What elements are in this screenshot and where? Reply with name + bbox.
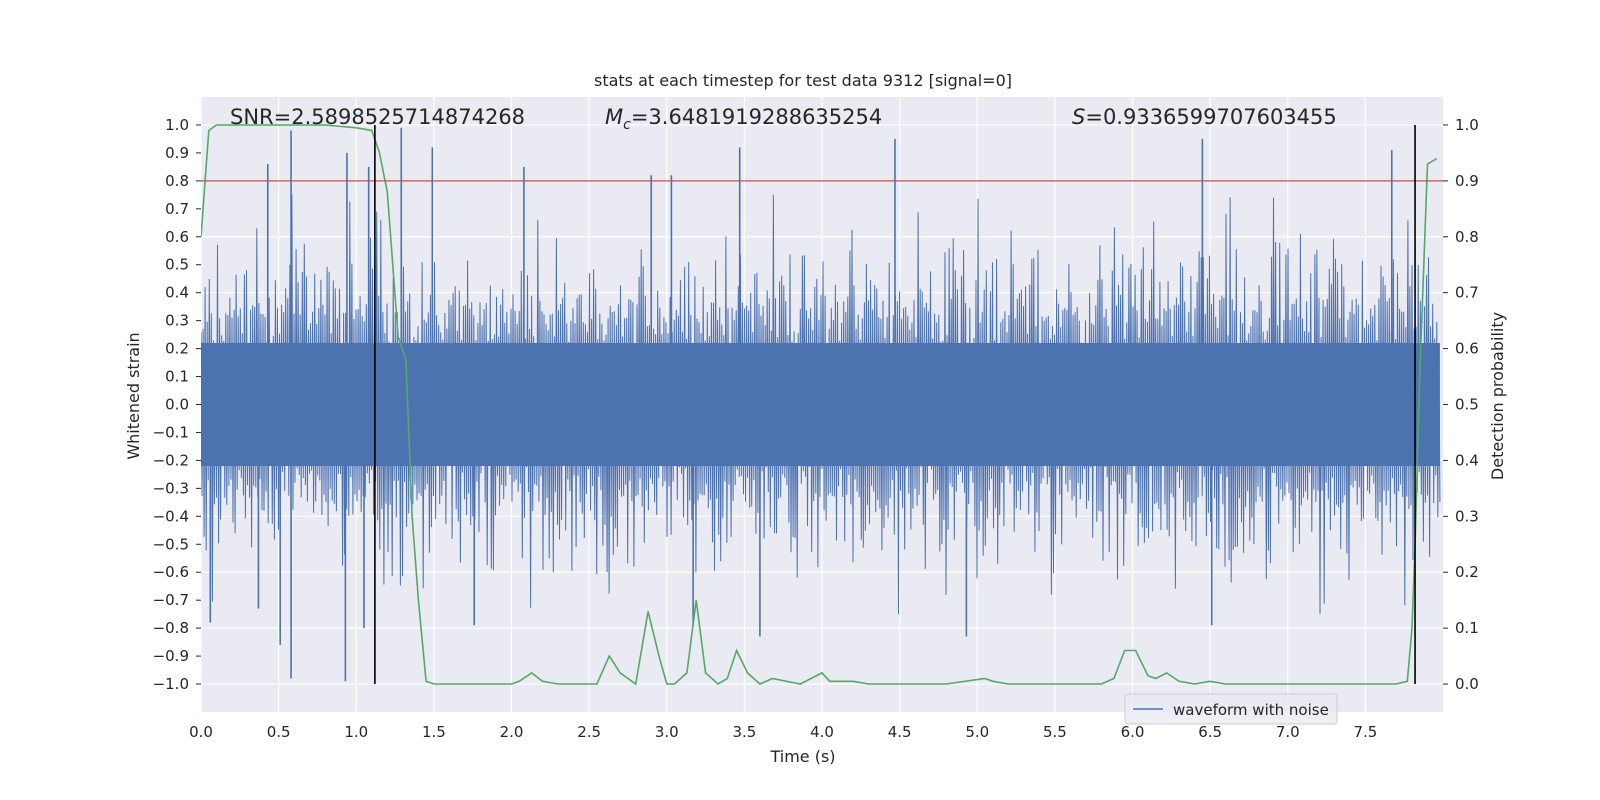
chirp-mass-annotation: Mc=3.6481919288635254 [605,105,882,133]
y-right-tick-label: 1.0 [1455,116,1479,134]
x-tick-label: 4.5 [888,723,912,741]
x-tick-label: 2.0 [500,723,524,741]
y-left-tick-label: 0.2 [165,340,189,358]
y-left-tick-label: −0.5 [153,535,189,553]
y-left-tick-label: 0.9 [165,144,189,162]
legend: waveform with noise [1124,693,1338,725]
y-right-tick-label: 0.5 [1455,396,1479,414]
chart-title: stats at each timestep for test data 931… [594,71,1012,90]
y-right-tick-label: 0.1 [1455,619,1479,637]
y-left-tick-label: −1.0 [153,675,189,693]
x-axis-label: Time (s) [769,747,835,766]
y-right-axis-ticks: 1.0 0.9 0.8 0.7 0.6 0.5 0.4 0.3 0.2 0.1 0.0 [1443,116,1479,693]
x-axis-ticks: 0.0 0.5 1.0 1.5 2.0 2.5 3.0 3.5 4.0 4.5 5.0 5.5 6.0 6… [189,723,1377,741]
x-tick-label: 7.0 [1276,723,1300,741]
y-left-tick-label: −0.9 [153,647,189,665]
detection-probability-line [201,124,1438,686]
s-statistic-annotation: S=0.9336599707603455 [1072,105,1337,129]
x-tick-label: 5.0 [965,723,989,741]
y-right-tick-label: 0.8 [1455,228,1479,246]
y-left-tick-label: −0.2 [153,451,189,469]
y-left-tick-label: 0.4 [165,284,189,302]
x-tick-label: 5.5 [1043,723,1067,741]
y-right-tick-label: 0.3 [1455,507,1479,525]
x-tick-label: 4.0 [810,723,834,741]
x-tick-label: 7.5 [1353,723,1377,741]
x-tick-label: 0.5 [267,723,291,741]
x-tick-label: 1.0 [344,723,368,741]
y-left-tick-label: −0.7 [153,591,189,609]
x-tick-label: 2.5 [577,723,601,741]
y-left-tick-label: 0.5 [165,256,189,274]
y-left-tick-label: −0.4 [153,507,189,525]
y-left-axis-ticks: 1.0 0.9 0.8 0.7 0.6 0.5 0.4 0.3 0.2 0.1 0.0 −0.1 −0.… [153,116,201,693]
snr-annotation: SNR=2.5898525714874268 [230,105,525,129]
y-left-axis-label: Whitened strain [124,332,143,459]
x-tick-label: 6.5 [1198,723,1222,741]
y-left-tick-label: −0.1 [153,423,189,441]
x-tick-label: 1.5 [422,723,446,741]
legend-label: waveform with noise [1173,701,1329,719]
waveform-core-band [201,343,1440,466]
y-right-tick-label: 0.9 [1455,172,1479,190]
y-left-tick-label: −0.8 [153,619,189,637]
y-right-axis-label: Detection probability [1488,312,1507,480]
y-right-tick-label: 0.6 [1455,340,1479,358]
y-left-tick-label: 0.1 [165,368,189,386]
y-left-tick-label: −0.6 [153,563,189,581]
y-left-tick-label: 0.7 [165,200,189,218]
x-tick-label: 3.5 [732,723,756,741]
y-left-tick-label: 0.8 [165,172,189,190]
y-right-tick-label: 0.2 [1455,563,1479,581]
x-tick-label: 0.0 [189,723,213,741]
y-left-tick-label: −0.3 [153,479,189,497]
y-right-tick-label: 0.0 [1455,675,1479,693]
y-left-tick-label: 0.0 [165,396,189,414]
x-tick-label: 6.0 [1121,723,1145,741]
y-right-tick-label: 0.7 [1455,284,1479,302]
x-tick-label: 3.0 [655,723,679,741]
y-right-tick-label: 0.4 [1455,451,1479,469]
y-left-tick-label: 0.6 [165,228,189,246]
y-left-tick-label: 1.0 [165,116,189,134]
y-left-tick-label: 0.3 [165,312,189,330]
